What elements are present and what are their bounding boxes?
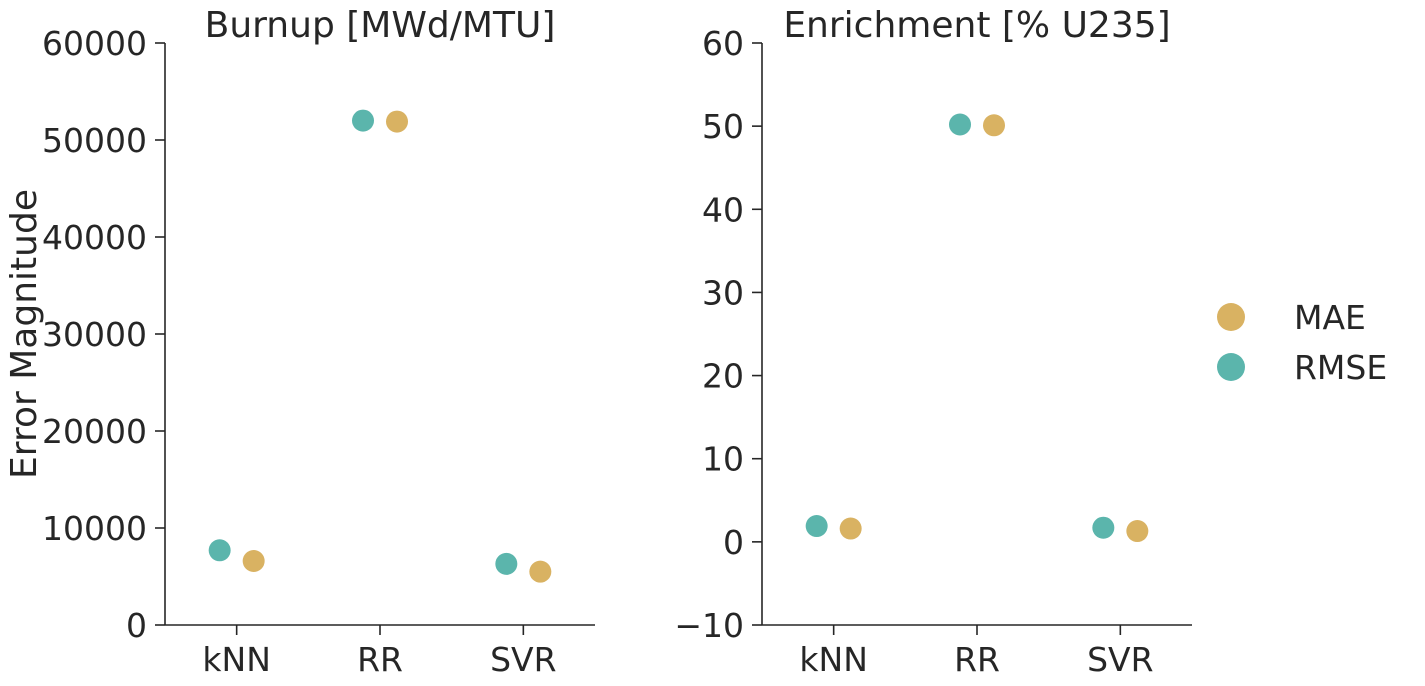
x-tick-label: kNN (202, 640, 270, 679)
point-mae-rr (386, 110, 408, 133)
legend-marker-mae (1217, 303, 1245, 331)
chart-title: Burnup [MWd/MTU] (205, 5, 556, 46)
y-tick-label: 10000 (42, 509, 147, 548)
chart-title: Enrichment [% U235] (783, 5, 1170, 46)
x-tick-label: RR (954, 640, 1000, 679)
y-tick-label: 30 (702, 273, 744, 312)
y-tick-label: 50000 (42, 121, 147, 160)
y-tick-label: 60000 (42, 24, 147, 63)
point-rmse-rr (949, 113, 971, 136)
point-rmse-svr (495, 552, 518, 575)
y-tick-label: 30000 (42, 315, 147, 354)
y-tick-label: 50 (702, 107, 744, 146)
point-mae-knn (242, 549, 265, 572)
y-tick-label: 0 (126, 606, 147, 645)
y-tick-label: 40 (702, 190, 744, 229)
point-mae-svr (529, 560, 552, 583)
y-tick-label: 10 (702, 440, 744, 479)
point-rmse-svr (1092, 516, 1115, 539)
point-rmse-knn (208, 539, 231, 562)
point-rmse-knn (805, 515, 828, 538)
y-tick-label: −10 (674, 606, 744, 645)
point-mae-knn (839, 517, 862, 540)
y-tick-label: 20000 (42, 412, 147, 451)
x-tick-label: SVR (1087, 640, 1153, 679)
y-tick-label: 20 (702, 357, 744, 396)
point-mae-svr (1126, 520, 1149, 543)
legend-label-rmse: RMSE (1294, 348, 1387, 387)
y-axis-label: Error Magnitude (4, 189, 45, 479)
y-tick-label: 40000 (42, 218, 147, 257)
x-tick-label: SVR (490, 640, 556, 679)
legend-label-mae: MAE (1294, 298, 1366, 337)
point-mae-rr (983, 114, 1005, 137)
x-tick-label: RR (357, 640, 403, 679)
chart-panel-2: −10 0 10 20 30 40 50 60 kNN RR SVR Enrichment [% U2… (674, 5, 1192, 679)
y-tick-label: 60 (702, 24, 744, 63)
legend-marker-rmse (1217, 353, 1245, 381)
y-tick-label: 0 (723, 523, 744, 562)
legend: MAE RMSE (1217, 298, 1387, 387)
point-rmse-rr (352, 109, 374, 132)
chart-panel-1: 0 10000 20000 30000 40000 50000 60000 kNN RR SVR B… (4, 5, 595, 679)
x-tick-label: kNN (799, 640, 867, 679)
